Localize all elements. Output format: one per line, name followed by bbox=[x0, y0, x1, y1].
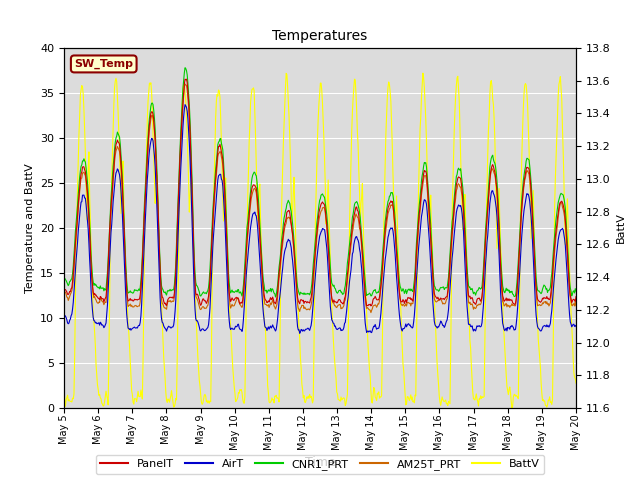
AM25T_PRT bbox=[572, 303, 580, 309]
CNR1_PRT bbox=[399, 288, 406, 294]
AirT bbox=[202, 327, 209, 333]
BattV bbox=[174, 307, 182, 312]
Line: AM25T_PRT: AM25T_PRT bbox=[64, 84, 576, 312]
Line: PanelT: PanelT bbox=[64, 79, 576, 306]
AM25T_PRT bbox=[202, 306, 209, 312]
Line: AirT: AirT bbox=[64, 105, 576, 333]
AM25T_PRT bbox=[122, 279, 130, 285]
AirT bbox=[181, 102, 189, 108]
PanelT bbox=[182, 76, 190, 82]
CNR1_PRT bbox=[202, 290, 209, 296]
PanelT bbox=[69, 271, 77, 276]
Line: CNR1_PRT: CNR1_PRT bbox=[64, 68, 576, 297]
PanelT bbox=[60, 288, 68, 293]
BattV bbox=[572, 380, 580, 386]
Text: SW_Temp: SW_Temp bbox=[74, 59, 133, 69]
BattV bbox=[397, 307, 404, 313]
CNR1_PRT bbox=[383, 203, 391, 209]
AirT bbox=[572, 324, 580, 329]
X-axis label: Time: Time bbox=[305, 456, 335, 468]
CNR1_PRT bbox=[122, 265, 130, 271]
Title: Temperatures: Temperatures bbox=[273, 29, 367, 43]
AM25T_PRT bbox=[399, 303, 406, 309]
BattV bbox=[69, 396, 77, 402]
AM25T_PRT bbox=[174, 215, 182, 221]
AirT bbox=[174, 238, 182, 243]
PanelT bbox=[122, 273, 130, 279]
PanelT bbox=[202, 299, 209, 305]
Y-axis label: BattV: BattV bbox=[616, 213, 626, 243]
BattV bbox=[60, 385, 68, 391]
AirT bbox=[383, 239, 391, 244]
CNR1_PRT bbox=[60, 282, 68, 288]
AM25T_PRT bbox=[181, 81, 189, 87]
PanelT bbox=[572, 294, 580, 300]
Y-axis label: Temperature and BattV: Temperature and BattV bbox=[24, 163, 35, 293]
Legend: PanelT, AirT, CNR1_PRT, AM25T_PRT, BattV: PanelT, AirT, CNR1_PRT, AM25T_PRT, BattV bbox=[96, 455, 544, 474]
BattV bbox=[419, 70, 427, 76]
AM25T_PRT bbox=[383, 216, 391, 221]
CNR1_PRT bbox=[271, 294, 279, 300]
AM25T_PRT bbox=[60, 288, 68, 294]
AirT bbox=[69, 300, 77, 305]
CNR1_PRT bbox=[572, 288, 580, 294]
BattV bbox=[201, 392, 209, 397]
BattV bbox=[382, 131, 390, 137]
PanelT bbox=[174, 208, 182, 214]
AirT bbox=[122, 298, 130, 303]
AM25T_PRT bbox=[367, 310, 375, 315]
CNR1_PRT bbox=[69, 263, 77, 269]
CNR1_PRT bbox=[174, 201, 182, 206]
AM25T_PRT bbox=[69, 277, 77, 283]
CNR1_PRT bbox=[181, 65, 189, 71]
Line: BattV: BattV bbox=[64, 73, 576, 408]
AirT bbox=[296, 330, 303, 336]
BattV bbox=[122, 271, 130, 277]
PanelT bbox=[363, 303, 371, 309]
AirT bbox=[60, 317, 68, 323]
AirT bbox=[399, 328, 406, 334]
PanelT bbox=[399, 299, 406, 305]
BattV bbox=[508, 405, 516, 411]
PanelT bbox=[383, 211, 391, 216]
